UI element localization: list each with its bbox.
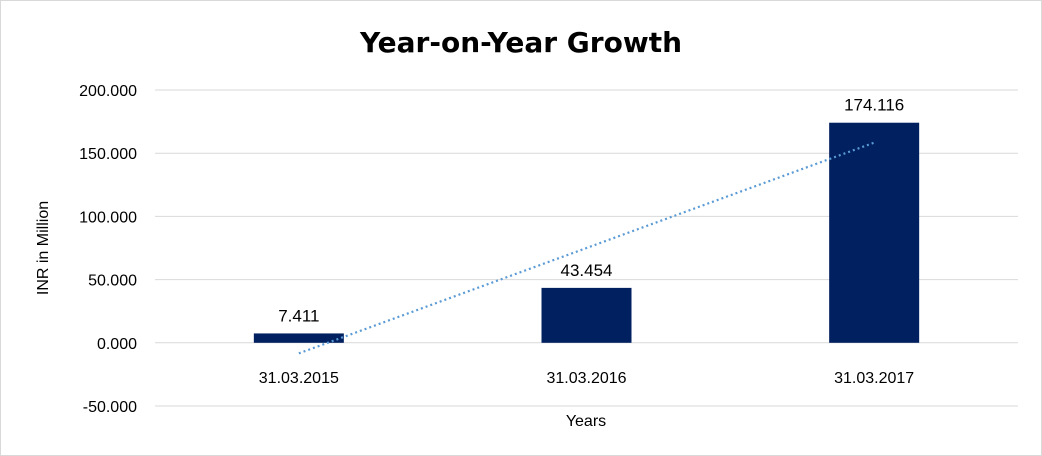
- chart-title: Year-on-Year Growth: [359, 26, 682, 59]
- bar: [253, 333, 344, 343]
- y-tick-label: 100.000: [79, 209, 137, 226]
- bar: [541, 287, 632, 343]
- bars: [253, 122, 920, 343]
- y-axis-title: INR in Million: [35, 201, 52, 295]
- x-axis-tick-labels: 31.03.2015 31.03.2016 31.03.2017: [259, 370, 915, 387]
- trendline: [298, 141, 875, 355]
- x-tick-label: 31.03.2015: [259, 370, 339, 387]
- x-tick-label: 31.03.2016: [546, 370, 626, 387]
- data-label: 43.454: [561, 261, 613, 280]
- y-tick-label: 200.000: [79, 83, 137, 100]
- y-axis-tick-labels: -50.000 0.000 50.000 100.000 150.000 200.000: [79, 83, 137, 416]
- x-tick-label: 31.03.2017: [834, 370, 914, 387]
- data-label: 7.411: [278, 306, 319, 325]
- data-label: 174.116: [844, 96, 904, 115]
- bar: [829, 122, 920, 343]
- y-tick-label: 50.000: [88, 273, 137, 290]
- data-labels: 7.411 43.454 174.116: [278, 96, 904, 326]
- y-tick-label: -50.000: [83, 399, 137, 416]
- x-axis-title: Years: [566, 413, 606, 430]
- y-tick-label: 150.000: [79, 146, 137, 163]
- trendline-group: [298, 141, 875, 355]
- y-tick-label: 0.000: [97, 336, 137, 353]
